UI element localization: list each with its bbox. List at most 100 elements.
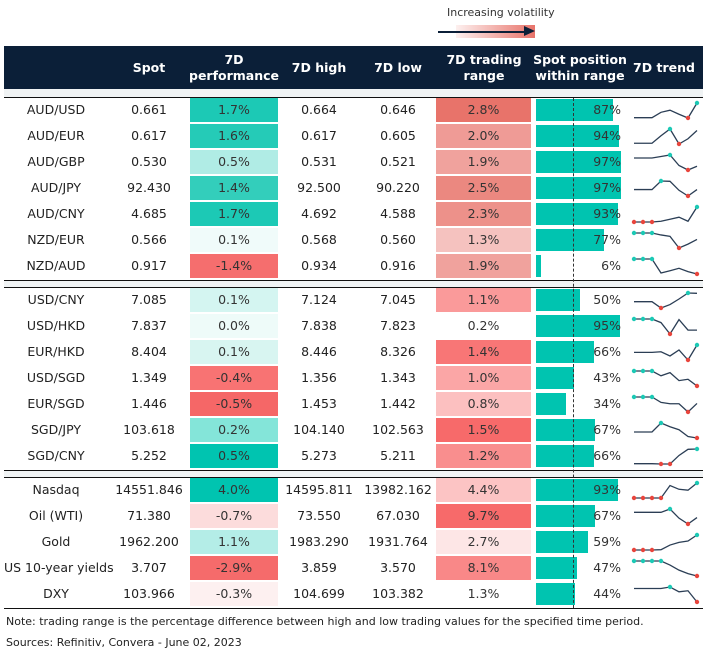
trend-line <box>634 154 698 171</box>
table-row: NZD/EUR 0.566 0.1% 0.568 0.560 1.3% 77% <box>4 228 703 254</box>
trend-line <box>634 508 698 525</box>
spot-value: 1.446 <box>131 396 167 411</box>
performance-cell: 0.1% <box>190 288 278 312</box>
trend-sparkline <box>625 478 703 502</box>
trend-line <box>634 206 698 223</box>
trading-range-cell: 1.1% <box>436 288 531 312</box>
trend-max-point <box>694 100 700 106</box>
spot-position-cell: 6% <box>535 254 625 278</box>
table-header: Spot 7D performance 7D high 7D low 7D tr… <box>4 46 703 89</box>
instrument-name: NZD/AUD <box>26 258 86 273</box>
trend-min-point <box>685 357 691 363</box>
trend-max-point <box>694 204 700 210</box>
high-value: 1.356 <box>301 370 337 385</box>
position-percent: 95% <box>593 318 621 333</box>
position-percent: 6% <box>601 258 621 273</box>
position-percent: 67% <box>593 422 621 437</box>
spot-value: 4.685 <box>131 206 167 221</box>
trend-max-point <box>685 290 691 296</box>
table-row: AUD/GBP 0.530 0.5% 0.531 0.521 1.9% 97% <box>4 150 703 176</box>
instrument-name: Nasdaq <box>32 482 80 497</box>
instrument-name: AUD/CNY <box>27 206 85 221</box>
trading-range-cell: 2.7% <box>436 530 531 554</box>
spot-position-cell: 93% <box>535 202 625 226</box>
spot-value: 5.252 <box>131 448 167 463</box>
position-percent: 94% <box>593 128 621 143</box>
trend-line <box>634 318 697 336</box>
instrument-name: DXY <box>43 586 69 601</box>
trend-line <box>634 128 698 145</box>
instrument-name: AUD/GBP <box>27 154 85 169</box>
sparkline-svg <box>631 480 700 501</box>
table-row: Gold 1962.200 1.1% 1983.290 1931.764 2.7… <box>4 530 703 556</box>
performance-cell: -0.3% <box>190 582 278 606</box>
trend-min-point <box>631 495 637 501</box>
trend-sparkline <box>625 444 703 468</box>
sparkline-svg <box>634 100 700 121</box>
sparkline-svg <box>631 368 700 389</box>
trend-max-point <box>649 558 655 564</box>
trend-max-point <box>667 126 673 132</box>
sources: Sources: Refinitiv, Convera - June 02, 2… <box>6 636 242 649</box>
instrument-name: USD/HKD <box>26 318 86 333</box>
trend-max-point <box>640 316 646 322</box>
trend-max-point <box>631 256 637 262</box>
trading-range-cell: 1.4% <box>436 340 531 364</box>
position-percent: 93% <box>593 206 621 221</box>
low-value: 102.563 <box>372 422 424 437</box>
position-bar <box>536 151 622 173</box>
trend-min-point <box>694 435 700 441</box>
trend-min-point <box>694 599 700 605</box>
instrument-name: AUD/JPY <box>30 180 82 195</box>
trading-range-cell: 2.3% <box>436 202 531 226</box>
trend-line <box>634 560 698 577</box>
high-value: 7.838 <box>301 318 337 333</box>
low-value: 67.030 <box>376 508 420 523</box>
high-value: 92.500 <box>297 180 341 195</box>
instrument-name: USD/CNY <box>27 292 85 307</box>
spot-value: 1962.200 <box>119 534 179 549</box>
trend-line <box>634 258 698 275</box>
trading-range-cell: 1.3% <box>436 228 531 252</box>
position-percent: 67% <box>593 508 621 523</box>
trend-max-point <box>649 230 655 236</box>
table-row: SGD/JPY 103.618 0.2% 104.140 102.563 1.5… <box>4 418 703 444</box>
instrument-name: AUD/EUR <box>27 128 85 143</box>
low-value: 1.442 <box>380 396 416 411</box>
trading-range-cell: 1.9% <box>436 254 531 278</box>
trend-min-point <box>685 115 691 121</box>
trend-max-point <box>631 558 637 564</box>
performance-cell: 0.5% <box>190 444 278 468</box>
low-value: 1931.764 <box>368 534 428 549</box>
trading-range-cell: 4.4% <box>436 478 531 502</box>
low-value: 7.045 <box>380 292 416 307</box>
trend-min-point <box>649 219 655 225</box>
position-bar <box>536 255 542 277</box>
trend-sparkline <box>625 124 703 148</box>
sparkline-svg <box>631 394 698 415</box>
performance-cell: 1.6% <box>190 124 278 148</box>
table-group: AUD/USD 0.661 1.7% 0.664 0.646 2.8% 87% … <box>4 97 703 281</box>
low-value: 5.211 <box>380 448 416 463</box>
low-value: 1.343 <box>380 370 416 385</box>
header-position: Spot position within range <box>533 51 627 83</box>
sparkline-svg <box>631 256 700 277</box>
trading-range-cell: 1.0% <box>436 366 531 390</box>
low-value: 0.521 <box>380 154 416 169</box>
spot-value: 0.661 <box>131 102 167 117</box>
performance-cell: -0.5% <box>190 392 278 416</box>
high-value: 0.617 <box>301 128 337 143</box>
trend-max-point <box>649 394 655 400</box>
position-bar <box>536 557 578 579</box>
spot-value: 14551.846 <box>115 482 183 497</box>
table-row: AUD/USD 0.661 1.7% 0.664 0.646 2.8% 87% <box>4 98 703 124</box>
spot-value: 0.917 <box>131 258 167 273</box>
trend-max-point <box>631 316 637 322</box>
trend-max-point <box>658 420 664 426</box>
spot-value: 0.530 <box>131 154 167 169</box>
spot-position-cell: 34% <box>535 392 625 416</box>
spot-value: 7.837 <box>131 318 167 333</box>
sparkline-svg <box>634 342 700 363</box>
trend-line <box>634 396 698 413</box>
trend-max-point <box>649 368 655 374</box>
